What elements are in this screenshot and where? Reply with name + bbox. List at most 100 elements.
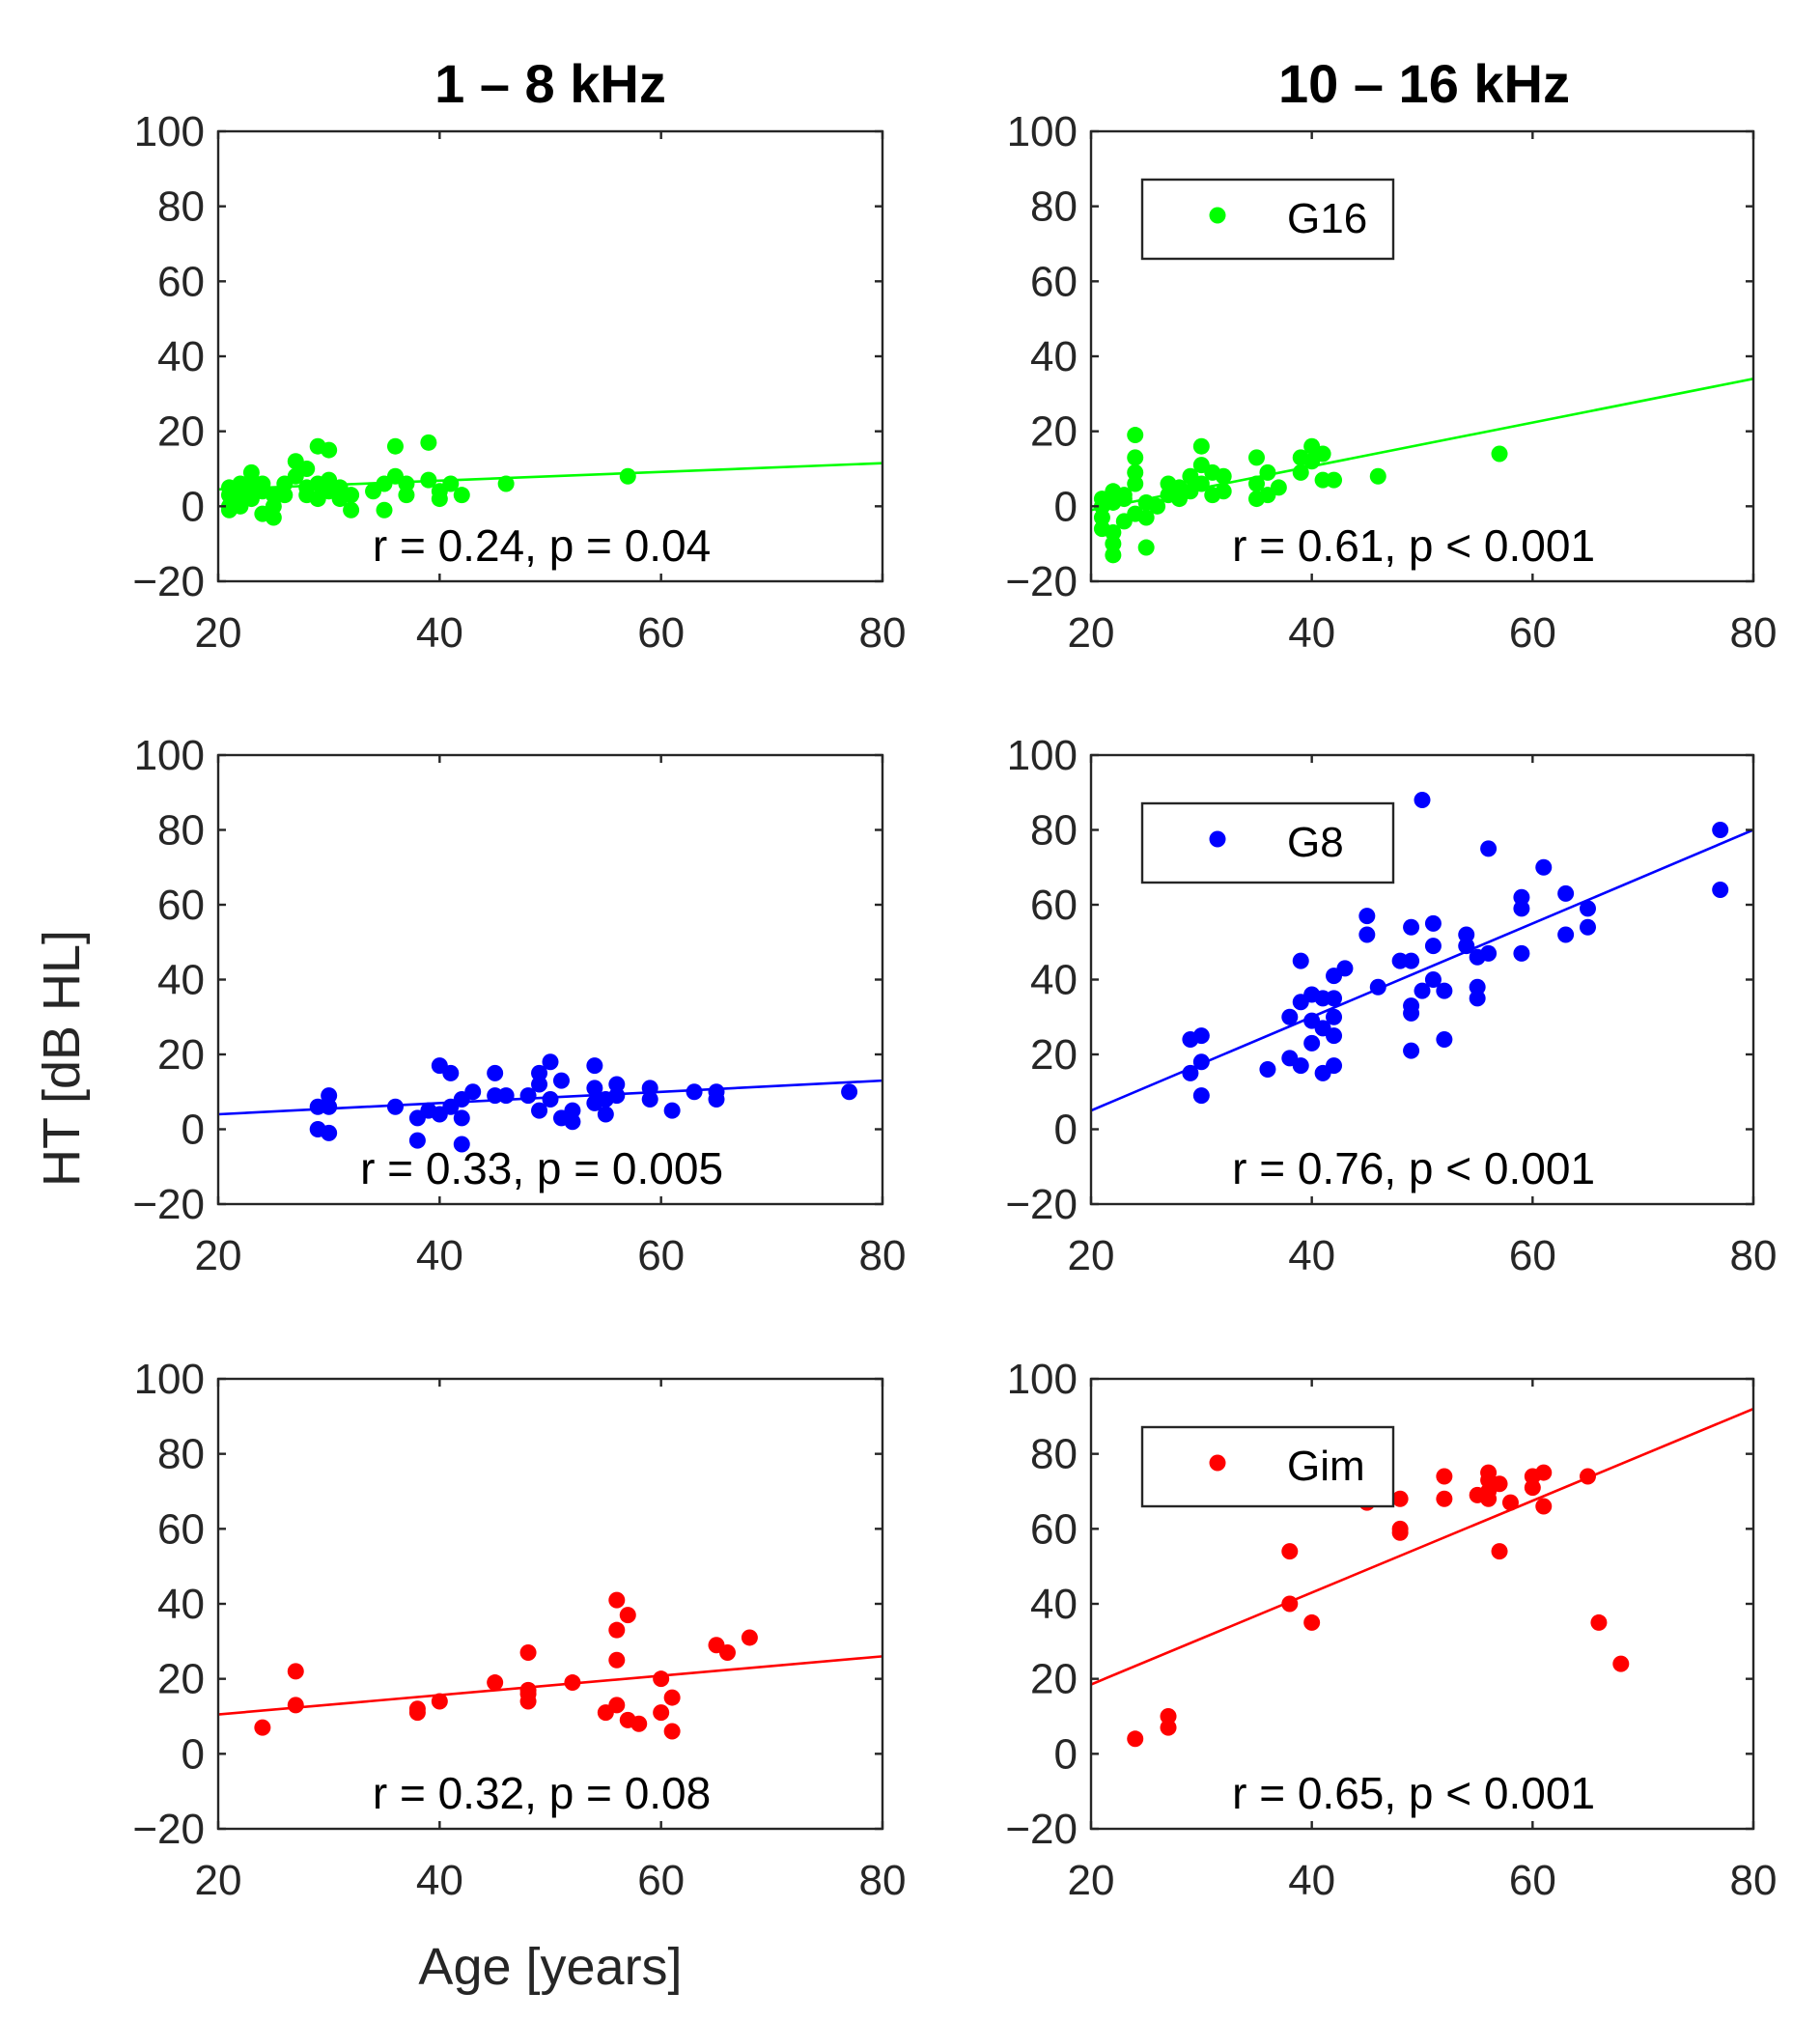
data-point: [608, 1076, 626, 1093]
x-tick-label: 60: [1509, 609, 1556, 657]
data-point: [1115, 487, 1133, 504]
data-point: [653, 1670, 670, 1688]
y-tick-label: −20: [132, 1181, 205, 1228]
data-point: [1248, 449, 1265, 466]
data-point: [1192, 1027, 1210, 1045]
data-point: [1127, 1730, 1144, 1748]
data-point: [321, 441, 338, 459]
data-point: [1712, 822, 1729, 838]
data-point: [608, 1621, 626, 1639]
y-tick-label: 60: [1030, 258, 1078, 305]
data-point: [1480, 840, 1498, 857]
y-tick-label: 60: [157, 1505, 205, 1553]
legend-marker: [1209, 830, 1226, 848]
y-tick-label: 100: [134, 732, 205, 779]
data-point: [386, 1098, 404, 1115]
stat-annotation: r = 0.24, p = 0.04: [373, 520, 711, 571]
data-point: [1491, 1543, 1508, 1560]
regression-line: [218, 1655, 882, 1716]
data-point: [1192, 1087, 1210, 1105]
data-point: [1712, 882, 1729, 898]
data-point: [519, 1693, 537, 1710]
data-point: [1160, 1708, 1177, 1725]
data-point: [265, 509, 282, 526]
data-point: [619, 467, 636, 485]
x-tick-label: 60: [637, 1232, 685, 1279]
y-tick-label: 60: [157, 258, 205, 305]
data-point: [1127, 463, 1144, 481]
data-point: [686, 1083, 703, 1101]
y-tick-label: 80: [1030, 1431, 1078, 1478]
data-point: [287, 1697, 304, 1714]
y-tick-label: 40: [157, 957, 205, 1004]
data-point: [1137, 509, 1155, 526]
x-tick-label: 80: [859, 1857, 907, 1904]
data-point: [1535, 858, 1553, 876]
data-point: [741, 1629, 758, 1646]
data-point: [453, 1109, 470, 1127]
y-tick-label: 20: [1030, 408, 1078, 456]
data-point: [1182, 1064, 1199, 1081]
x-tick-label: 20: [195, 1232, 242, 1279]
y-tick-label: 100: [1007, 732, 1078, 779]
data-point: [1281, 1595, 1299, 1613]
data-point: [464, 1083, 482, 1101]
x-tick-label: 20: [195, 609, 242, 657]
data-point: [552, 1072, 570, 1089]
data-point: [1192, 437, 1210, 455]
data-point: [442, 1064, 460, 1081]
legend-marker: [1209, 207, 1226, 224]
y-tick-label: 0: [1054, 1107, 1078, 1154]
x-tick-label: 80: [1730, 609, 1778, 657]
x-tick-label: 80: [859, 609, 907, 657]
legend-box: [1140, 178, 1395, 261]
stat-annotation: r = 0.65, p < 0.001: [1232, 1768, 1595, 1818]
x-tick-label: 60: [637, 609, 685, 657]
y-tick-label: −20: [1005, 1181, 1078, 1228]
data-point: [1391, 1490, 1409, 1507]
y-tick-label: −20: [132, 558, 205, 605]
stat-annotation: r = 0.33, p = 0.005: [360, 1143, 723, 1193]
data-point: [663, 1689, 681, 1706]
x-tick-label: 80: [859, 1232, 907, 1279]
data-point: [1215, 483, 1232, 500]
data-point: [564, 1102, 581, 1119]
data-point: [1403, 952, 1420, 969]
data-point: [653, 1704, 670, 1722]
y-tick-label: 80: [1030, 183, 1078, 231]
y-tick-label: 100: [134, 1356, 205, 1403]
legend-label: G16: [1287, 195, 1367, 242]
data-point: [265, 497, 282, 515]
y-tick-label: 40: [157, 1581, 205, 1628]
data-point: [1480, 1490, 1498, 1507]
y-tick-label: 0: [182, 1107, 205, 1154]
data-point: [431, 491, 448, 508]
data-point: [453, 487, 470, 504]
x-tick-label: 40: [1288, 1232, 1335, 1279]
data-point: [1557, 926, 1575, 943]
x-tick-label: 40: [416, 1857, 463, 1904]
data-point: [1292, 952, 1309, 969]
data-point: [1160, 1719, 1177, 1736]
stat-annotation: r = 0.61, p < 0.001: [1232, 520, 1595, 571]
data-point: [453, 1136, 470, 1153]
x-tick-label: 20: [1068, 609, 1115, 657]
data-point: [1403, 1042, 1420, 1059]
data-point: [1270, 479, 1287, 496]
data-point: [1535, 1498, 1553, 1515]
data-point: [1458, 926, 1475, 943]
legend-label: Gim: [1287, 1443, 1365, 1490]
legend-box: [1140, 801, 1395, 884]
panel-background: [218, 131, 882, 581]
y-tick-label: 60: [157, 882, 205, 929]
data-point: [1326, 1057, 1343, 1075]
y-tick-label: 100: [1007, 108, 1078, 155]
data-point: [1314, 445, 1331, 463]
column-title-right: 10 – 16 kHz: [1278, 53, 1570, 114]
y-tick-label: 80: [157, 1431, 205, 1478]
y-tick-label: 40: [157, 333, 205, 380]
y-tick-label: 0: [1054, 483, 1078, 530]
y-tick-label: 0: [182, 483, 205, 530]
